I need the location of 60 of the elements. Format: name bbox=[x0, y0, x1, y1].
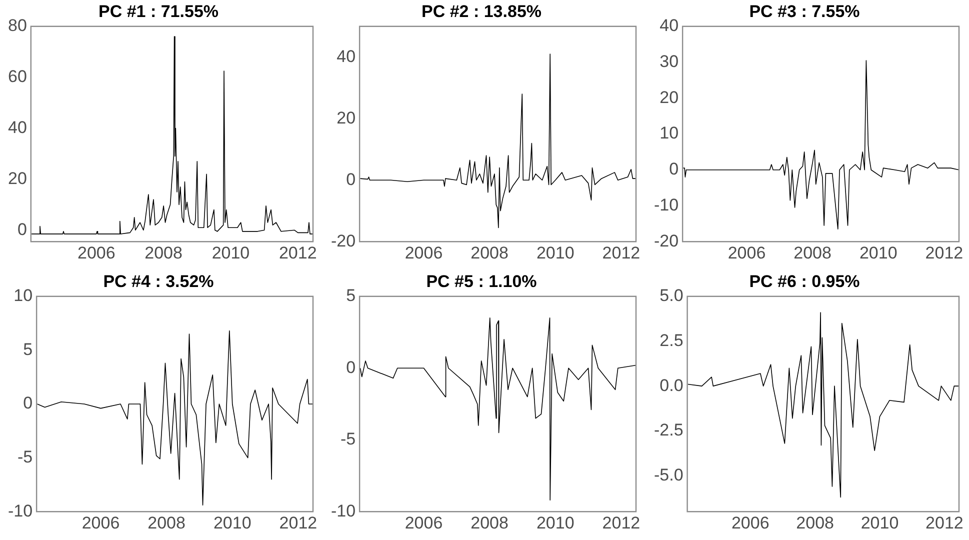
chart-title: PC #4 : 3.52% bbox=[103, 272, 214, 291]
chart-title: PC #5 : 1.10% bbox=[426, 272, 537, 291]
y-tick-label: 2.5 bbox=[660, 330, 684, 350]
x-tick-label: 2010 bbox=[860, 513, 899, 532]
y-tick-label: 5.0 bbox=[660, 286, 684, 306]
y-tick-label: -5 bbox=[17, 447, 33, 466]
y-tick-label: 0 bbox=[346, 170, 356, 189]
x-tick-label: 2008 bbox=[470, 513, 508, 532]
y-tick-label: -20 bbox=[654, 231, 679, 250]
x-tick-label: 2008 bbox=[470, 243, 508, 262]
y-tick-label: 0 bbox=[669, 160, 679, 179]
y-tick-label: 80 bbox=[8, 16, 27, 36]
chart-title: PC #3 : 7.55% bbox=[749, 2, 860, 21]
y-tick-label: -2.5 bbox=[654, 420, 684, 440]
y-tick-label: -10 bbox=[654, 195, 679, 214]
x-tick-label: 2012 bbox=[279, 513, 318, 532]
x-tick-label: 2012 bbox=[925, 243, 964, 262]
y-tick-label: 40 bbox=[660, 16, 679, 36]
x-tick-label: 2012 bbox=[602, 513, 640, 532]
y-tick-label: 0 bbox=[17, 220, 27, 239]
y-tick-label: 20 bbox=[8, 168, 27, 188]
x-tick-label: 2006 bbox=[82, 513, 120, 532]
x-tick-label: 2012 bbox=[278, 243, 317, 262]
y-tick-label: -5 bbox=[340, 430, 356, 449]
x-tick-label: 2006 bbox=[77, 243, 116, 262]
y-tick-label: 60 bbox=[8, 67, 27, 86]
y-tick-label: 40 bbox=[8, 118, 27, 137]
y-tick-label: 40 bbox=[336, 46, 356, 66]
x-tick-label: 2008 bbox=[144, 243, 182, 262]
y-tick-label: -20 bbox=[330, 231, 356, 250]
x-tick-label: 2008 bbox=[794, 243, 832, 262]
x-tick-label: 2010 bbox=[213, 513, 252, 532]
y-tick-label: 0 bbox=[23, 394, 33, 413]
chart-title: PC #2 : 13.85% bbox=[421, 2, 542, 21]
y-tick-label: 0.0 bbox=[660, 376, 684, 395]
chart-title: PC #1 : 71.55% bbox=[98, 2, 219, 21]
x-tick-label: 2010 bbox=[859, 243, 898, 262]
x-tick-label: 2006 bbox=[731, 513, 770, 532]
x-tick-label: 2008 bbox=[148, 513, 186, 532]
y-tick-label: 5 bbox=[23, 340, 33, 359]
y-tick-label: 20 bbox=[660, 88, 679, 107]
x-tick-label: 2008 bbox=[796, 513, 834, 532]
x-tick-label: 2006 bbox=[404, 513, 443, 532]
x-tick-label: 2006 bbox=[404, 243, 443, 262]
chart-title: PC #6 : 0.95% bbox=[749, 272, 860, 291]
x-tick-label: 2006 bbox=[728, 243, 766, 262]
x-tick-label: 2012 bbox=[602, 243, 640, 262]
y-tick-label: 0 bbox=[346, 358, 356, 377]
x-tick-label: 2010 bbox=[212, 243, 250, 262]
y-tick-label: 10 bbox=[660, 124, 679, 143]
y-tick-label: -10 bbox=[330, 501, 356, 520]
y-tick-label: 5 bbox=[346, 286, 356, 306]
y-tick-label: -10 bbox=[8, 501, 33, 520]
x-tick-label: 2010 bbox=[536, 243, 574, 262]
y-tick-label: 10 bbox=[14, 286, 33, 306]
y-tick-label: -5.0 bbox=[654, 465, 684, 484]
y-tick-label: 20 bbox=[336, 108, 356, 128]
x-tick-label: 2012 bbox=[926, 513, 964, 532]
y-tick-label: 30 bbox=[660, 52, 679, 71]
x-tick-label: 2010 bbox=[536, 513, 574, 532]
